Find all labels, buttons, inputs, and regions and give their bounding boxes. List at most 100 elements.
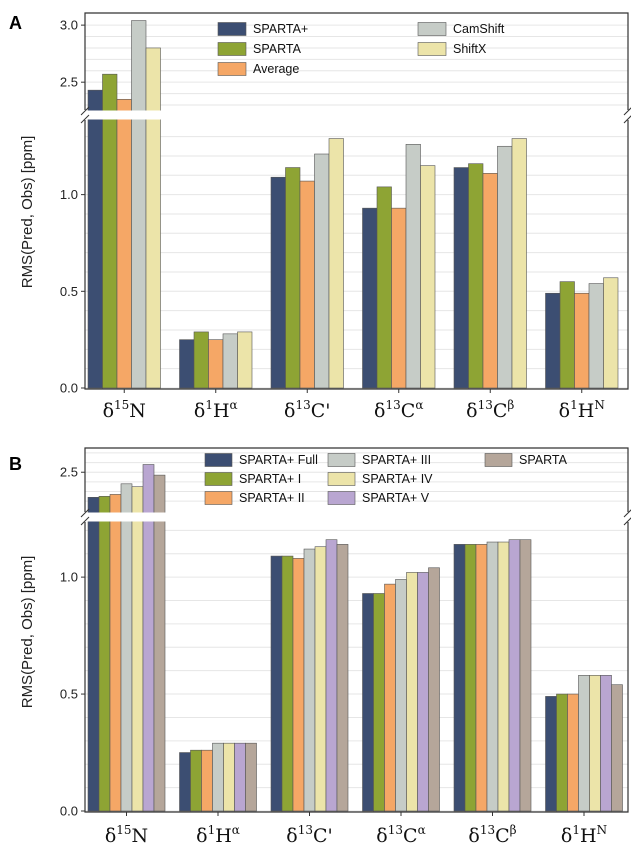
x-tick-label: δ13Cβ xyxy=(468,823,516,847)
legend-swatch xyxy=(204,491,233,505)
y-tick-label: 1.0 xyxy=(60,187,78,202)
bar xyxy=(453,544,466,812)
bar xyxy=(420,165,436,389)
legend-swatch xyxy=(217,42,247,56)
panel-letter: A xyxy=(9,13,22,33)
y-axis-label: RMS(Pred, Obs) [ppm] xyxy=(19,556,36,709)
x-tick-label: δ13C' xyxy=(286,823,333,847)
bar xyxy=(328,138,344,389)
bar xyxy=(362,593,374,812)
x-tick-isotope: 1 xyxy=(572,823,580,837)
bar xyxy=(475,544,488,812)
frame-upper xyxy=(84,12,629,110)
bar xyxy=(314,546,327,812)
legend-swatch xyxy=(327,491,356,505)
x-tick-nucleus: H xyxy=(580,825,597,847)
x-tick-isotope: 13 xyxy=(480,823,495,837)
legend-item: SPARTA+ IV xyxy=(327,472,433,486)
legend-item: SPARTA xyxy=(484,453,568,467)
legend-label: Average xyxy=(253,62,299,76)
x-tick-nucleus: H xyxy=(213,400,230,422)
legend-item: CamShift xyxy=(417,22,505,36)
x-tick-delta: δ xyxy=(468,825,479,847)
legend-swatch xyxy=(327,453,356,467)
bar xyxy=(453,167,469,389)
bar xyxy=(574,292,590,389)
frame-lower xyxy=(84,120,629,390)
series-sparta xyxy=(102,73,575,389)
legend-label: CamShift xyxy=(453,22,505,36)
y-axis-label: RMS(Pred, Obs) [ppm] xyxy=(19,136,36,289)
axis-break-mark xyxy=(80,516,90,526)
x-tick-isotope: 13 xyxy=(386,398,401,412)
bar xyxy=(285,167,301,389)
series-sparta xyxy=(153,474,623,812)
y-tick-label: 0.5 xyxy=(60,284,78,299)
x-tick-delta: δ xyxy=(105,825,116,847)
bar xyxy=(145,47,161,389)
legend-label: SPARTA xyxy=(519,453,568,467)
y-tick-label: 0.0 xyxy=(60,381,78,396)
bar xyxy=(567,693,579,812)
legend-label: SPARTA+ V xyxy=(362,491,430,505)
x-tick-label: δ1Hα xyxy=(194,398,238,422)
x-tick-nucleus: H xyxy=(578,400,595,422)
bar xyxy=(588,283,604,389)
x-tick-isotope: 15 xyxy=(116,823,131,837)
bar xyxy=(292,558,305,812)
bar xyxy=(362,207,378,389)
bar xyxy=(464,544,477,812)
legend-swatch xyxy=(417,22,447,36)
bar xyxy=(428,567,440,812)
bar xyxy=(270,555,283,812)
axis-break-band xyxy=(82,512,631,522)
legend-swatch xyxy=(204,472,233,486)
frame-lower xyxy=(84,522,629,813)
x-tick-label: δ1HN xyxy=(561,823,607,847)
x-tick-nucleus: C xyxy=(401,400,416,422)
bar xyxy=(497,541,510,812)
bar xyxy=(87,497,100,812)
x-tick-label: δ13Cα xyxy=(376,823,425,847)
y-tick-label: 0.5 xyxy=(60,687,78,702)
legend-item: SPARTA+ II xyxy=(204,491,305,505)
bar xyxy=(131,20,147,389)
bar xyxy=(611,684,623,812)
legend-item: SPARTA+ xyxy=(217,22,308,36)
series-sparta-iv xyxy=(131,486,601,812)
x-tick-delta: δ xyxy=(284,400,295,422)
bar xyxy=(116,98,132,389)
legend-item: SPARTA+ Full xyxy=(204,453,318,467)
bar xyxy=(545,696,557,812)
bar xyxy=(201,749,213,812)
series-sparta-ii xyxy=(109,494,579,812)
x-tick-delta: δ xyxy=(196,825,207,847)
bar xyxy=(395,579,407,812)
bar xyxy=(98,496,111,812)
gridlines xyxy=(85,452,628,812)
bar xyxy=(603,277,619,389)
bar xyxy=(131,486,144,812)
x-tick-isotope: 13 xyxy=(478,398,493,412)
x-tick-isotope: 13 xyxy=(295,398,310,412)
bar xyxy=(281,555,294,812)
legend-label: SPARTA+ III xyxy=(362,453,431,467)
bar xyxy=(102,73,118,389)
bar xyxy=(391,207,407,389)
x-tick-label: δ15N xyxy=(105,823,148,847)
bar xyxy=(486,541,499,812)
x-tick-nucleus: H xyxy=(215,825,232,847)
bar xyxy=(559,281,575,389)
x-tick-superscript: N xyxy=(597,823,608,837)
y-tick-label: 0.0 xyxy=(60,804,78,819)
series-sparta- xyxy=(87,89,561,389)
bar xyxy=(336,544,349,812)
x-tick-superscript: β xyxy=(510,823,517,837)
bar xyxy=(373,593,385,812)
x-tick-delta: δ xyxy=(561,825,572,847)
bar xyxy=(556,693,568,812)
bar xyxy=(234,742,246,812)
x-tick-delta: δ xyxy=(374,400,385,422)
